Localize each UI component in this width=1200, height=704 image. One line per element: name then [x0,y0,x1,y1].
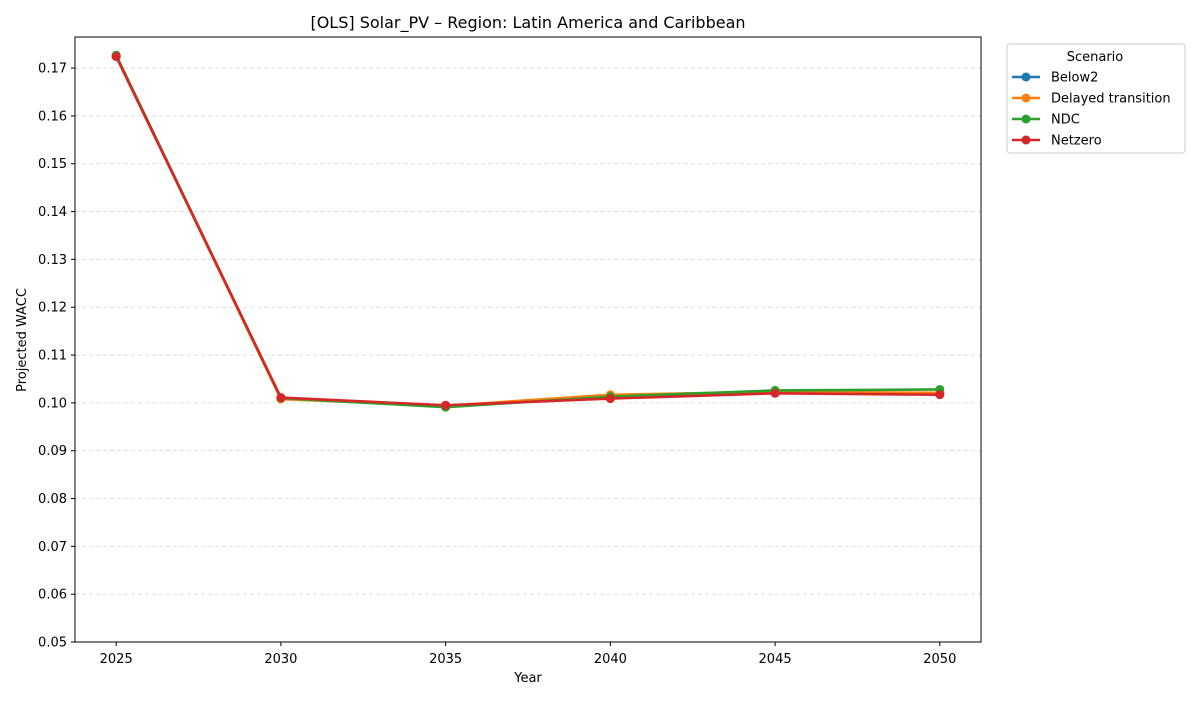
x-axis-label: Year [513,671,542,686]
y-tick-label: 0.05 [38,636,67,651]
legend-item[interactable]: NDC [1012,113,1080,128]
legend-item[interactable]: Below2 [1012,71,1098,86]
legend-label: Netzero [1051,134,1102,149]
series-layer [111,50,945,412]
data-point [441,400,451,410]
plot-frame [74,36,982,643]
legend-item[interactable]: Netzero [1012,134,1102,149]
y-tick-label: 0.09 [38,444,67,459]
legend[interactable]: Scenario Below2 Delayed transition NDC Netz… [1006,43,1186,154]
x-axis: 2025 2030 2035 2040 2045 2050 [100,642,956,667]
series-line [114,54,942,408]
data-point [935,390,945,400]
y-tick-label: 0.14 [38,205,67,220]
x-tick-label: 2050 [923,652,956,667]
y-tick-label: 0.16 [38,109,67,124]
y-tick-label: 0.15 [38,157,67,172]
legend-items: Below2 Delayed transition NDC Netzero [1012,71,1171,149]
legend-label: NDC [1051,113,1080,128]
y-tick-label: 0.11 [38,349,67,364]
series-ndc [111,50,945,412]
legend-label: Delayed transition [1051,92,1171,107]
series-line [114,54,942,408]
legend-item[interactable]: Delayed transition [1012,92,1171,107]
x-tick-label: 2035 [429,652,462,667]
data-point [276,393,286,403]
series-delayed-transition [111,51,945,411]
legend-marker [1021,72,1031,82]
y-tick-label: 0.08 [38,492,67,507]
y-axis-label: Projected WACC [15,288,30,392]
legend-label: Below2 [1051,71,1098,86]
series-below2 [111,51,945,411]
series-line [114,55,942,407]
x-tick-label: 2040 [594,652,627,667]
y-tick-label: 0.07 [38,540,67,555]
legend-marker [1021,93,1031,103]
y-axis: 0.05 0.06 0.07 0.08 0.09 0.10 0.11 0.12 0.13 0.14… [38,62,75,651]
chart-title: [OLS] Solar_PV – Region: Latin America a… [310,13,745,33]
y-tick-label: 0.10 [38,396,67,411]
x-tick-label: 2030 [264,652,297,667]
y-tick-label: 0.06 [38,588,67,603]
series-line [114,53,942,409]
x-tick-label: 2025 [100,652,133,667]
x-tick-label: 2045 [759,652,792,667]
data-point [111,52,121,62]
y-tick-label: 0.13 [38,253,67,268]
grid-layer [75,67,981,595]
legend-title: Scenario [1067,50,1124,65]
legend-marker [1021,114,1031,124]
y-tick-label: 0.17 [38,62,67,77]
legend-frame [1006,43,1186,154]
legend-marker [1021,135,1031,145]
data-point [605,394,615,404]
series-netzero [111,52,945,410]
data-point [770,388,780,398]
y-tick-label: 0.12 [38,301,67,316]
